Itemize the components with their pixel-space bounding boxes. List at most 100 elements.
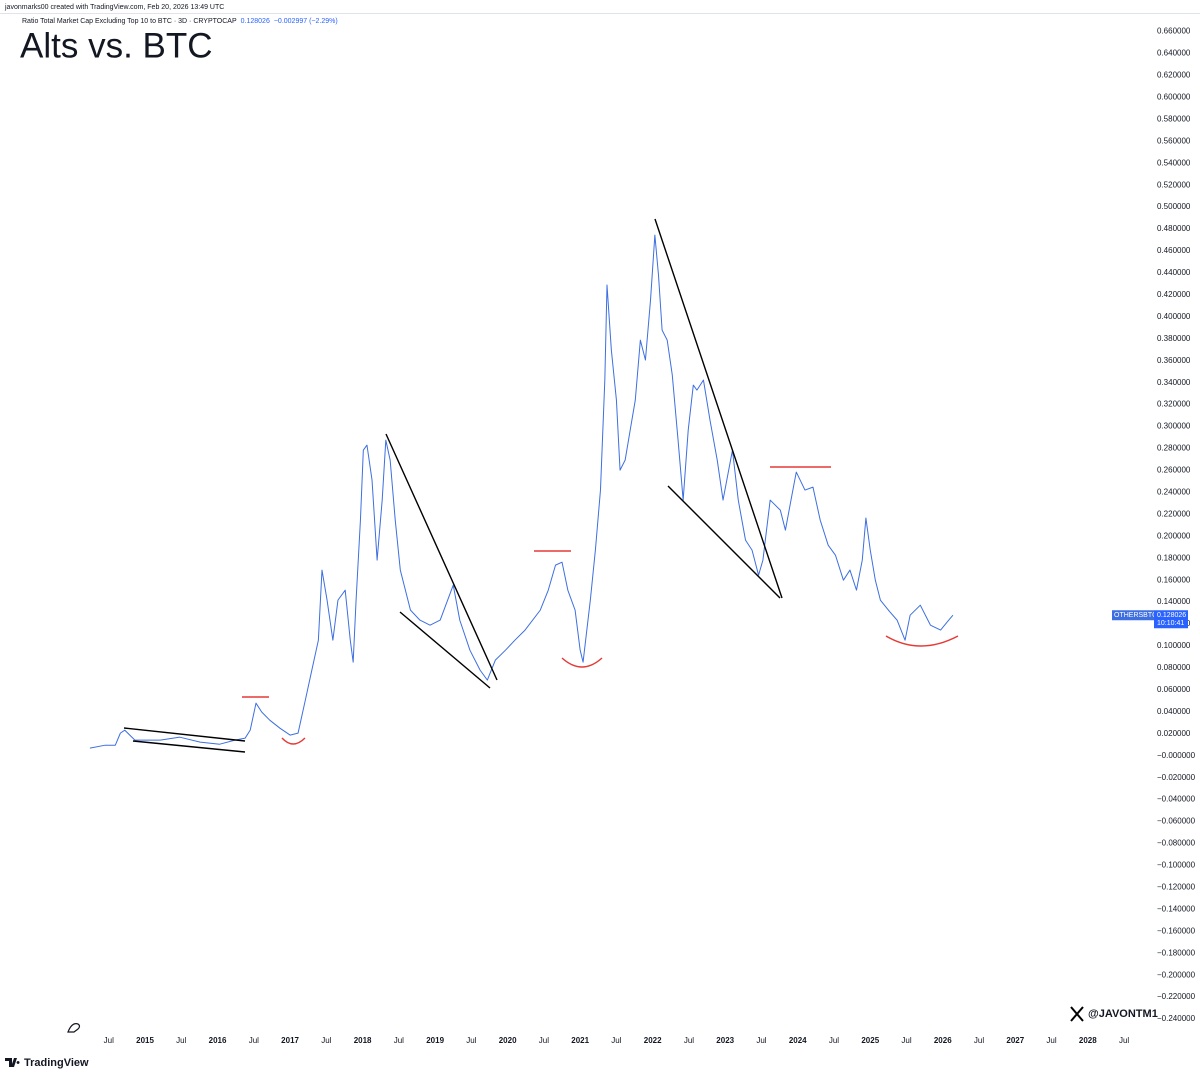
y-tick-label: 0.660000 bbox=[1157, 27, 1191, 36]
x-tick-label: Jul bbox=[1046, 1036, 1056, 1045]
y-tick-label: −0.140000 bbox=[1157, 904, 1196, 913]
x-tick-label: 2015 bbox=[136, 1036, 154, 1045]
y-tick-label: −0.200000 bbox=[1157, 970, 1196, 979]
y-tick-label: 0.540000 bbox=[1157, 158, 1191, 167]
symbol: Ratio Total Market Cap Excluding Top 10 … bbox=[22, 18, 237, 25]
y-tick-label: −0.180000 bbox=[1157, 948, 1196, 957]
y-tick-label: 0.040000 bbox=[1157, 707, 1191, 716]
x-tick-label: Jul bbox=[466, 1036, 476, 1045]
y-tick-label: 0.320000 bbox=[1157, 400, 1191, 409]
x-tick-label: 2017 bbox=[281, 1036, 299, 1045]
trend-line bbox=[399, 611, 491, 689]
y-tick-label: 0.140000 bbox=[1157, 597, 1191, 606]
y-tick-label: 0.340000 bbox=[1157, 378, 1191, 387]
annotations bbox=[123, 218, 959, 753]
y-tick-label: 0.620000 bbox=[1157, 71, 1191, 80]
y-tick-label: 0.300000 bbox=[1157, 422, 1191, 431]
y-tick-label: 0.420000 bbox=[1157, 290, 1191, 299]
x-tick-label: Jul bbox=[756, 1036, 766, 1045]
x-tick-label: Jul bbox=[394, 1036, 404, 1045]
x-tick-label: 2026 bbox=[934, 1036, 952, 1045]
last-value: 0.128026 bbox=[241, 18, 270, 25]
y-tick-label: −0.000000 bbox=[1157, 751, 1196, 760]
created-by: javonmarks00 created with TradingView.co… bbox=[4, 4, 224, 11]
x-tick-label: Jul bbox=[684, 1036, 694, 1045]
y-tick-label: −0.220000 bbox=[1157, 992, 1196, 1001]
y-tick-label: 0.560000 bbox=[1157, 136, 1191, 145]
y-tick-label: 0.580000 bbox=[1157, 114, 1191, 123]
brand: TradingView bbox=[24, 1057, 89, 1069]
x-logo bbox=[1070, 1006, 1084, 1022]
y-tick-label: 0.100000 bbox=[1157, 641, 1191, 650]
x-tick-label: 2025 bbox=[861, 1036, 879, 1045]
y-tick-label: −0.020000 bbox=[1157, 773, 1196, 782]
bottom-arc bbox=[281, 737, 306, 745]
y-tick-label: 0.600000 bbox=[1157, 92, 1191, 101]
bottom-arc bbox=[561, 657, 603, 668]
y-tick-label: 0.500000 bbox=[1157, 202, 1191, 211]
bottom-arc bbox=[885, 635, 959, 647]
y-tick-label: 0.160000 bbox=[1157, 575, 1191, 584]
trend-line bbox=[654, 218, 783, 599]
brand-logo bbox=[5, 1058, 20, 1067]
y-tick-label: 0.220000 bbox=[1157, 509, 1191, 518]
x-tick-label: 2020 bbox=[499, 1036, 517, 1045]
y-tick-label: 0.640000 bbox=[1157, 49, 1191, 58]
x-tick-label: 2023 bbox=[716, 1036, 734, 1045]
y-tick-label: 0.480000 bbox=[1157, 224, 1191, 233]
logo-icon bbox=[67, 1023, 81, 1033]
y-tick-label: 0.460000 bbox=[1157, 246, 1191, 255]
y-tick-label: −0.060000 bbox=[1157, 817, 1196, 826]
watermark: @JAVONTM1 bbox=[1088, 1008, 1158, 1020]
y-tick-label: 0.200000 bbox=[1157, 531, 1191, 540]
y-tick-label: −0.120000 bbox=[1157, 882, 1196, 891]
y-tick-label: 0.280000 bbox=[1157, 444, 1191, 453]
y-tick-label: −0.240000 bbox=[1157, 1014, 1196, 1023]
x-tick-label: Jul bbox=[249, 1036, 259, 1045]
change: −0.002997 (−2.29%) bbox=[274, 18, 338, 25]
x-tick-label: Jul bbox=[611, 1036, 621, 1045]
y-tick-label: −0.160000 bbox=[1157, 926, 1196, 935]
y-tick-label: 0.520000 bbox=[1157, 180, 1191, 189]
chart-title: Alts vs. BTC bbox=[20, 26, 213, 65]
price-tag-name-bg bbox=[1112, 610, 1154, 621]
series-line bbox=[89, 234, 954, 749]
x-tick-label: 2024 bbox=[789, 1036, 807, 1045]
trend-line bbox=[123, 727, 246, 742]
y-tick-label: 0.440000 bbox=[1157, 268, 1191, 277]
x-tick-label: 2019 bbox=[426, 1036, 444, 1045]
x-tick-label: Jul bbox=[176, 1036, 186, 1045]
y-tick-label: 0.360000 bbox=[1157, 356, 1191, 365]
x-tick-label: Jul bbox=[974, 1036, 984, 1045]
x-tick-label: Jul bbox=[539, 1036, 549, 1045]
trend-line bbox=[385, 433, 498, 681]
y-tick-label: −0.040000 bbox=[1157, 795, 1196, 804]
x-tick-label: 2016 bbox=[209, 1036, 227, 1045]
x-tick-label: 2027 bbox=[1006, 1036, 1024, 1045]
brand-group: TradingView bbox=[5, 1057, 89, 1069]
watermark-group: @JAVONTM1 bbox=[1070, 1006, 1158, 1022]
price-tag-name: OTHERSBTC bbox=[1114, 612, 1157, 619]
y-tick-label: 0.240000 bbox=[1157, 487, 1191, 496]
price-tag-value-bg bbox=[1154, 610, 1188, 629]
y-tick-label: 0.380000 bbox=[1157, 334, 1191, 343]
x-tick-label: Jul bbox=[321, 1036, 331, 1045]
x-tick-label: Jul bbox=[1119, 1036, 1129, 1045]
y-tick-label: 0.080000 bbox=[1157, 663, 1191, 672]
y-tick-label: 0.020000 bbox=[1157, 729, 1191, 738]
trend-line bbox=[132, 740, 246, 753]
x-tick-label: Jul bbox=[901, 1036, 911, 1045]
trend-line bbox=[667, 485, 781, 599]
y-tick-label: 0.060000 bbox=[1157, 685, 1191, 694]
y-tick-label: 0.400000 bbox=[1157, 312, 1191, 321]
x-tick-label: 2022 bbox=[644, 1036, 662, 1045]
y-tick-label: −0.100000 bbox=[1157, 861, 1196, 870]
y-tick-label: −0.080000 bbox=[1157, 839, 1196, 848]
x-tick-label: 2018 bbox=[354, 1036, 372, 1045]
x-tick-label: 2021 bbox=[571, 1036, 589, 1045]
countdown: 10:10:41 bbox=[1157, 620, 1184, 627]
